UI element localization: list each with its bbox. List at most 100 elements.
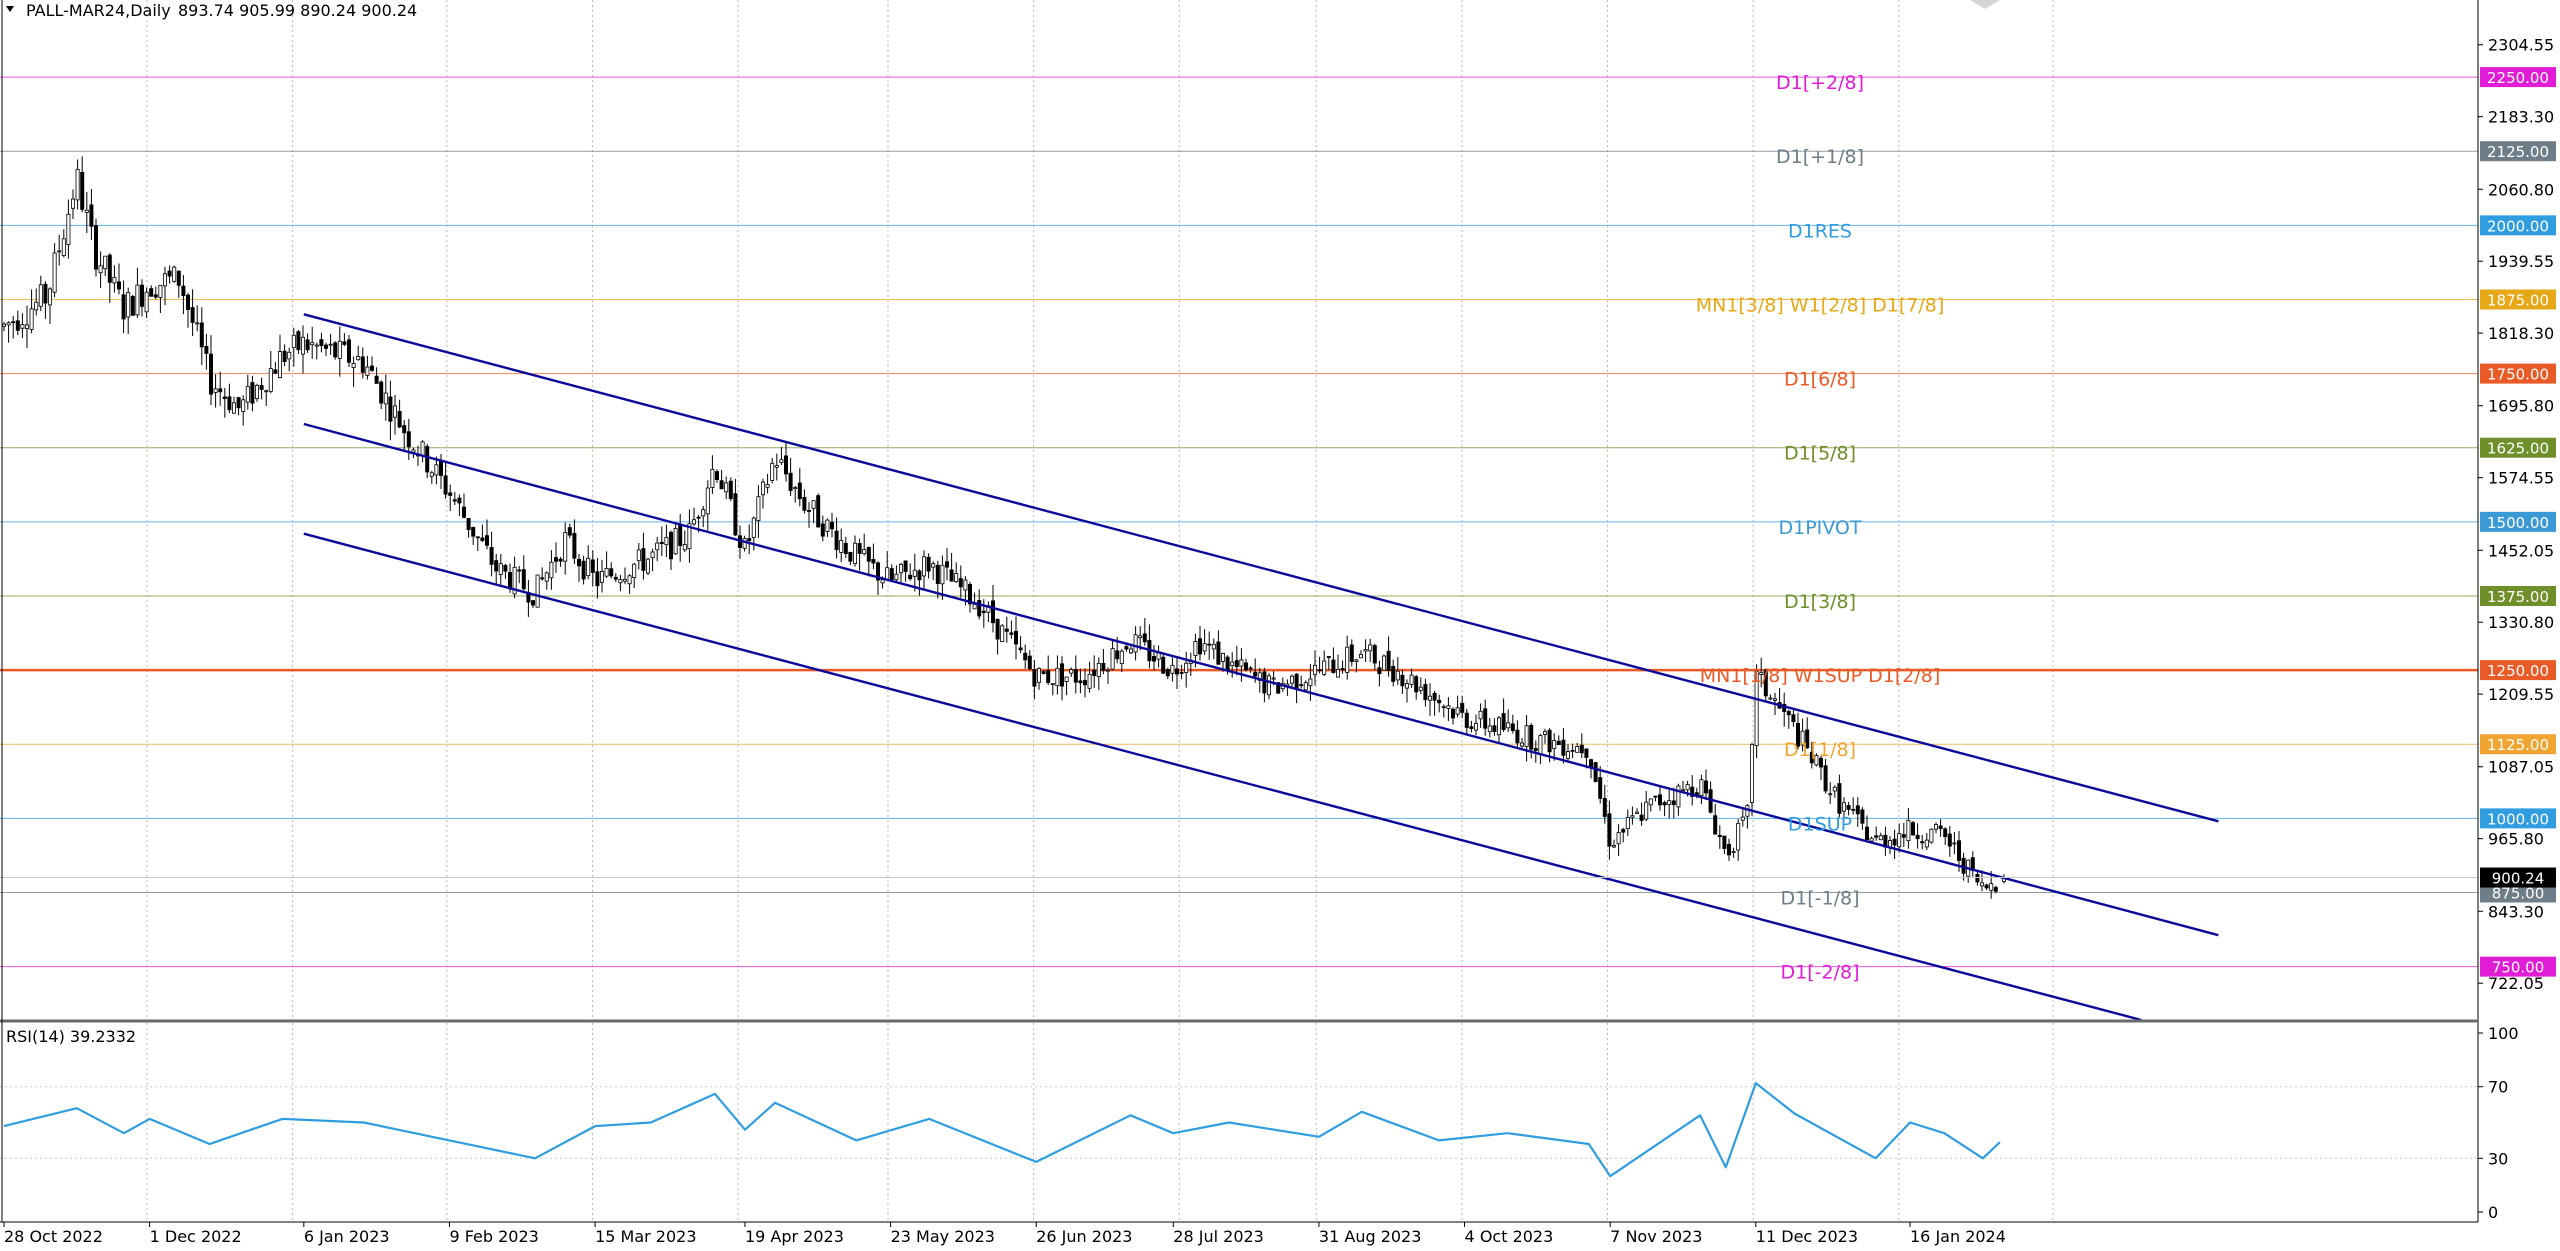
candle-bear: [843, 542, 848, 554]
candle-bull: [231, 402, 236, 414]
candle-bull: [1644, 801, 1649, 820]
channel-lower-line[interactable]: [303, 532, 2142, 1022]
candle-bear: [1805, 729, 1810, 749]
channel-upper-line[interactable]: [303, 313, 2219, 823]
candle-bull: [1487, 725, 1492, 733]
candle-bear: [1598, 777, 1603, 799]
candle-bull: [1138, 635, 1143, 639]
candle-bull: [245, 385, 250, 403]
candle-bear: [1377, 667, 1382, 675]
price-tick-label: 1818.30: [2488, 324, 2554, 343]
shift-marker-icon[interactable]: [1970, 0, 2000, 9]
dropdown-triangle-icon[interactable]: [6, 6, 14, 12]
candle-bull: [144, 291, 149, 313]
candle-bear: [590, 559, 595, 573]
candle-bear: [659, 541, 664, 545]
rsi-tick-label: 0: [2488, 1203, 2498, 1222]
candle-bear: [926, 556, 931, 572]
level-label: MN1[1/8] W1SUP D1[2/8]: [1700, 665, 1941, 687]
candle-bull: [1069, 669, 1074, 674]
candle-bull: [931, 563, 936, 568]
candle-bear: [1561, 739, 1566, 756]
candle-bear: [480, 537, 485, 541]
candle-bull: [1552, 740, 1557, 750]
candle-bear: [1101, 662, 1106, 671]
level-price-tag-text: 1125.00: [2487, 736, 2549, 754]
candle-bear: [807, 509, 812, 512]
candle-bear: [1432, 692, 1437, 701]
candle-bull: [1395, 670, 1400, 681]
candle-bear: [1386, 650, 1391, 671]
candle-bear: [1492, 725, 1497, 732]
candle-bear: [94, 225, 99, 270]
candle-bear: [149, 288, 154, 297]
price-tick-label: 1695.80: [2488, 397, 2554, 416]
candle-bull: [1524, 725, 1529, 747]
candle-bear: [1690, 786, 1695, 797]
candle-bear: [333, 342, 338, 358]
candle-bear: [167, 270, 172, 277]
date-label: 28 Oct 2022: [4, 1227, 103, 1246]
candle-bull: [84, 209, 89, 213]
candle-bull: [774, 465, 779, 468]
regression-channel[interactable]: [303, 313, 2219, 1022]
candle-bull: [912, 569, 917, 577]
candle-bear: [1124, 646, 1129, 650]
level-price-tag-text: 2000.00: [2487, 217, 2549, 235]
candle-bear: [305, 339, 310, 351]
candle-bear: [517, 569, 522, 572]
candle-bear: [1529, 724, 1534, 750]
candle-bull: [1635, 811, 1640, 814]
candle-bull: [1989, 883, 1994, 891]
level-price-tag: [2480, 660, 2556, 681]
candle-bear: [369, 365, 374, 371]
candle-bull: [673, 528, 678, 555]
candle-bear: [443, 475, 448, 495]
candle-bull: [268, 368, 273, 392]
candle-bull: [1842, 802, 1847, 812]
candle-bull: [1133, 634, 1138, 653]
candle-bull: [1184, 662, 1189, 674]
candle-bear: [457, 497, 462, 504]
candle-bull: [1313, 664, 1318, 675]
candle-bull: [1612, 845, 1617, 848]
candle-bear: [747, 538, 752, 542]
candle-bull: [636, 549, 641, 562]
candle-bull: [66, 213, 71, 246]
candle-bear: [475, 536, 480, 539]
candle-bull: [1303, 682, 1308, 691]
rsi-tick-label: 100: [2488, 1024, 2519, 1043]
candle-bull: [779, 459, 784, 463]
candle-bear: [797, 482, 802, 500]
candle-bear: [1299, 684, 1304, 687]
candle-bull: [1110, 648, 1115, 670]
level-label: D1[5/8]: [1784, 443, 1856, 465]
candle-bear: [1161, 656, 1166, 674]
candle-bull: [75, 168, 80, 201]
candle-bull: [687, 523, 692, 550]
candle-bear: [1027, 655, 1032, 670]
candle-bull: [549, 561, 554, 579]
candle-bull: [172, 266, 177, 282]
candle-bear: [1262, 671, 1267, 694]
candle-bull: [314, 344, 319, 347]
price-tick-label: 1209.55: [2488, 685, 2554, 704]
candle-bear: [595, 571, 600, 587]
candle-bear: [117, 281, 122, 290]
candle-bear: [1060, 663, 1065, 687]
candle-bear: [1501, 713, 1506, 731]
level-label: D1[+1/8]: [1776, 146, 1864, 168]
candle-bear: [876, 562, 881, 581]
candle-bear: [889, 568, 894, 580]
candle-bull: [1478, 710, 1483, 720]
candle-bear: [360, 356, 365, 373]
candle-bear: [507, 571, 512, 590]
candle-bull: [1832, 786, 1837, 792]
candle-bear: [581, 560, 586, 580]
candle-bear: [1602, 797, 1607, 817]
candle-bear: [1294, 673, 1299, 690]
channel-middle-line[interactable]: [303, 422, 2219, 937]
candle-bear: [1451, 708, 1456, 719]
candle-bull: [646, 558, 651, 574]
